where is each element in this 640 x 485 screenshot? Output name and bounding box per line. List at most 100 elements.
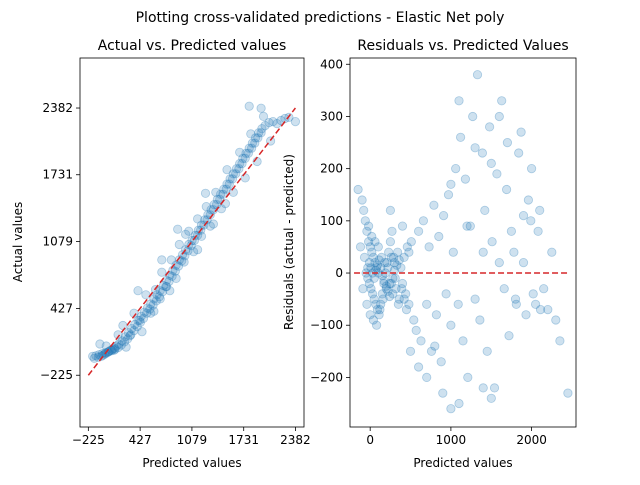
panel-0-x-axis-label: Predicted values — [142, 456, 241, 470]
panel-0-x-tick-label-3: 1731 — [228, 433, 259, 447]
panel-1-point-114 — [438, 388, 448, 398]
panel-0-point-51 — [238, 153, 248, 163]
panel-1-point-124 — [393, 299, 403, 309]
panel-1-point-97 — [511, 299, 521, 309]
panel-1-points — [353, 70, 573, 414]
panel-0-y-axis-label: Actual values — [11, 202, 25, 282]
panel-1-point-77 — [463, 372, 473, 382]
panel-0-point-154 — [253, 133, 263, 143]
panel-0-point-166 — [165, 286, 175, 296]
panel-1-point-85 — [482, 346, 492, 356]
panel-1-point-158 — [462, 221, 472, 231]
panel-1-point-99 — [516, 127, 526, 137]
panel-0-point-50 — [235, 159, 245, 169]
panel-0-point-143 — [218, 189, 228, 199]
panel-1-point-152 — [399, 252, 409, 262]
panel-1-point-91 — [497, 96, 507, 106]
panel-1-point-120 — [422, 372, 432, 382]
panel-1-point-52 — [401, 304, 412, 315]
panel-1-point-22 — [379, 278, 389, 289]
panel-1-point-59 — [418, 216, 428, 226]
panel-0-point-10 — [109, 343, 119, 353]
panel-0-point-92 — [222, 165, 232, 175]
panel-1-point-157 — [454, 96, 464, 106]
panel-1-point-69 — [443, 190, 454, 200]
panel-1-point-151 — [397, 278, 408, 289]
panel-0-point-115 — [129, 325, 139, 336]
panel-1-point-86 — [484, 122, 495, 132]
panel-0-point-15 — [123, 328, 134, 338]
panel-0-point-17 — [130, 319, 140, 330]
panel-1-point-136 — [373, 242, 383, 252]
panel-0-point-75 — [146, 308, 156, 318]
panel-0-point-96 — [246, 129, 256, 139]
panel-0-point-31 — [174, 255, 184, 265]
panel-0-point-69 — [113, 330, 123, 340]
panel-1-point-139 — [378, 294, 388, 304]
panel-0-point-66 — [95, 339, 105, 349]
panel-1-y-tick-label-5: 300 — [320, 109, 343, 123]
panel-1-point-130 — [363, 221, 374, 231]
panel-1-point-102 — [523, 195, 534, 205]
panel-1-point-72 — [451, 164, 461, 174]
panel-1-point-28 — [388, 252, 399, 262]
panel-0-point-58 — [260, 121, 270, 131]
panel-0-point-98 — [258, 111, 269, 122]
panel-0-point-114 — [126, 330, 136, 340]
panel-1-point-131 — [365, 310, 375, 320]
panel-1-point-95 — [506, 226, 516, 236]
panel-0-point-65 — [290, 117, 300, 127]
panel-1-point-81 — [472, 70, 483, 80]
panel-0-point-41 — [206, 205, 216, 215]
panel-1-y-tick-label-0: −200 — [310, 370, 343, 384]
panel-1-point-148 — [392, 247, 403, 257]
panel-0-point-88 — [201, 202, 211, 212]
panel-0-point-59 — [264, 118, 274, 128]
panel-1-point-98 — [514, 148, 524, 158]
panel-1-point-19 — [374, 310, 384, 320]
panel-1-point-165 — [518, 257, 529, 268]
panel-1-point-14 — [366, 284, 376, 294]
panel-1-point-1 — [357, 195, 367, 205]
panel-1-point-9 — [370, 257, 380, 268]
panel-0-point-60 — [268, 117, 278, 127]
panel-1-point-147 — [391, 284, 401, 294]
panel-1-point-167 — [535, 205, 545, 215]
panel-0-point-163 — [137, 327, 147, 337]
panel-1-point-153 — [401, 289, 411, 299]
panel-0-point-24 — [152, 290, 162, 300]
panel-1-point-123 — [397, 221, 408, 231]
panel-1-point-48 — [392, 260, 402, 270]
panel-1-x-axis-label: Predicted values — [413, 456, 512, 470]
panel-1-point-33 — [366, 263, 376, 273]
panel-0-point-118 — [138, 313, 149, 323]
panel-1-x-tick-label-2: 2000 — [516, 433, 547, 447]
panel-1-point-137 — [375, 304, 385, 315]
panel-0-point-95 — [240, 173, 250, 183]
panel-0-point-123 — [154, 292, 164, 302]
panel-1-point-38 — [374, 255, 384, 265]
panel-1-point-57 — [413, 226, 424, 236]
panel-1-point-13 — [364, 278, 374, 289]
panel-0-point-68 — [109, 345, 119, 355]
panel-1-point-55 — [409, 315, 419, 325]
panel-0-x-tick-label-4: 2382 — [280, 433, 311, 447]
panel-1-point-70 — [446, 320, 456, 330]
panel-1-point-140 — [380, 257, 390, 268]
panel-0-y-tick-label-3: 1731 — [42, 168, 73, 182]
panel-1-point-117 — [478, 383, 488, 393]
panel-1-point-160 — [478, 247, 488, 257]
panel-0-point-36 — [190, 230, 200, 240]
panel-0-point-124 — [158, 287, 168, 297]
panel-1-point-133 — [368, 315, 378, 325]
panel-0-point-54 — [247, 138, 257, 148]
panel-0-point-138 — [202, 215, 212, 225]
panel-0-title: Actual vs. Predicted values — [98, 38, 287, 54]
panel-0-point-117 — [135, 317, 145, 327]
panel-0-point-70 — [118, 320, 128, 331]
panel-0-point-109 — [110, 344, 120, 354]
panel-0-point-16 — [127, 323, 137, 334]
panel-1-point-5 — [363, 237, 374, 247]
panel-0-point-73 — [135, 315, 145, 325]
panel-0-point-122 — [151, 296, 161, 306]
